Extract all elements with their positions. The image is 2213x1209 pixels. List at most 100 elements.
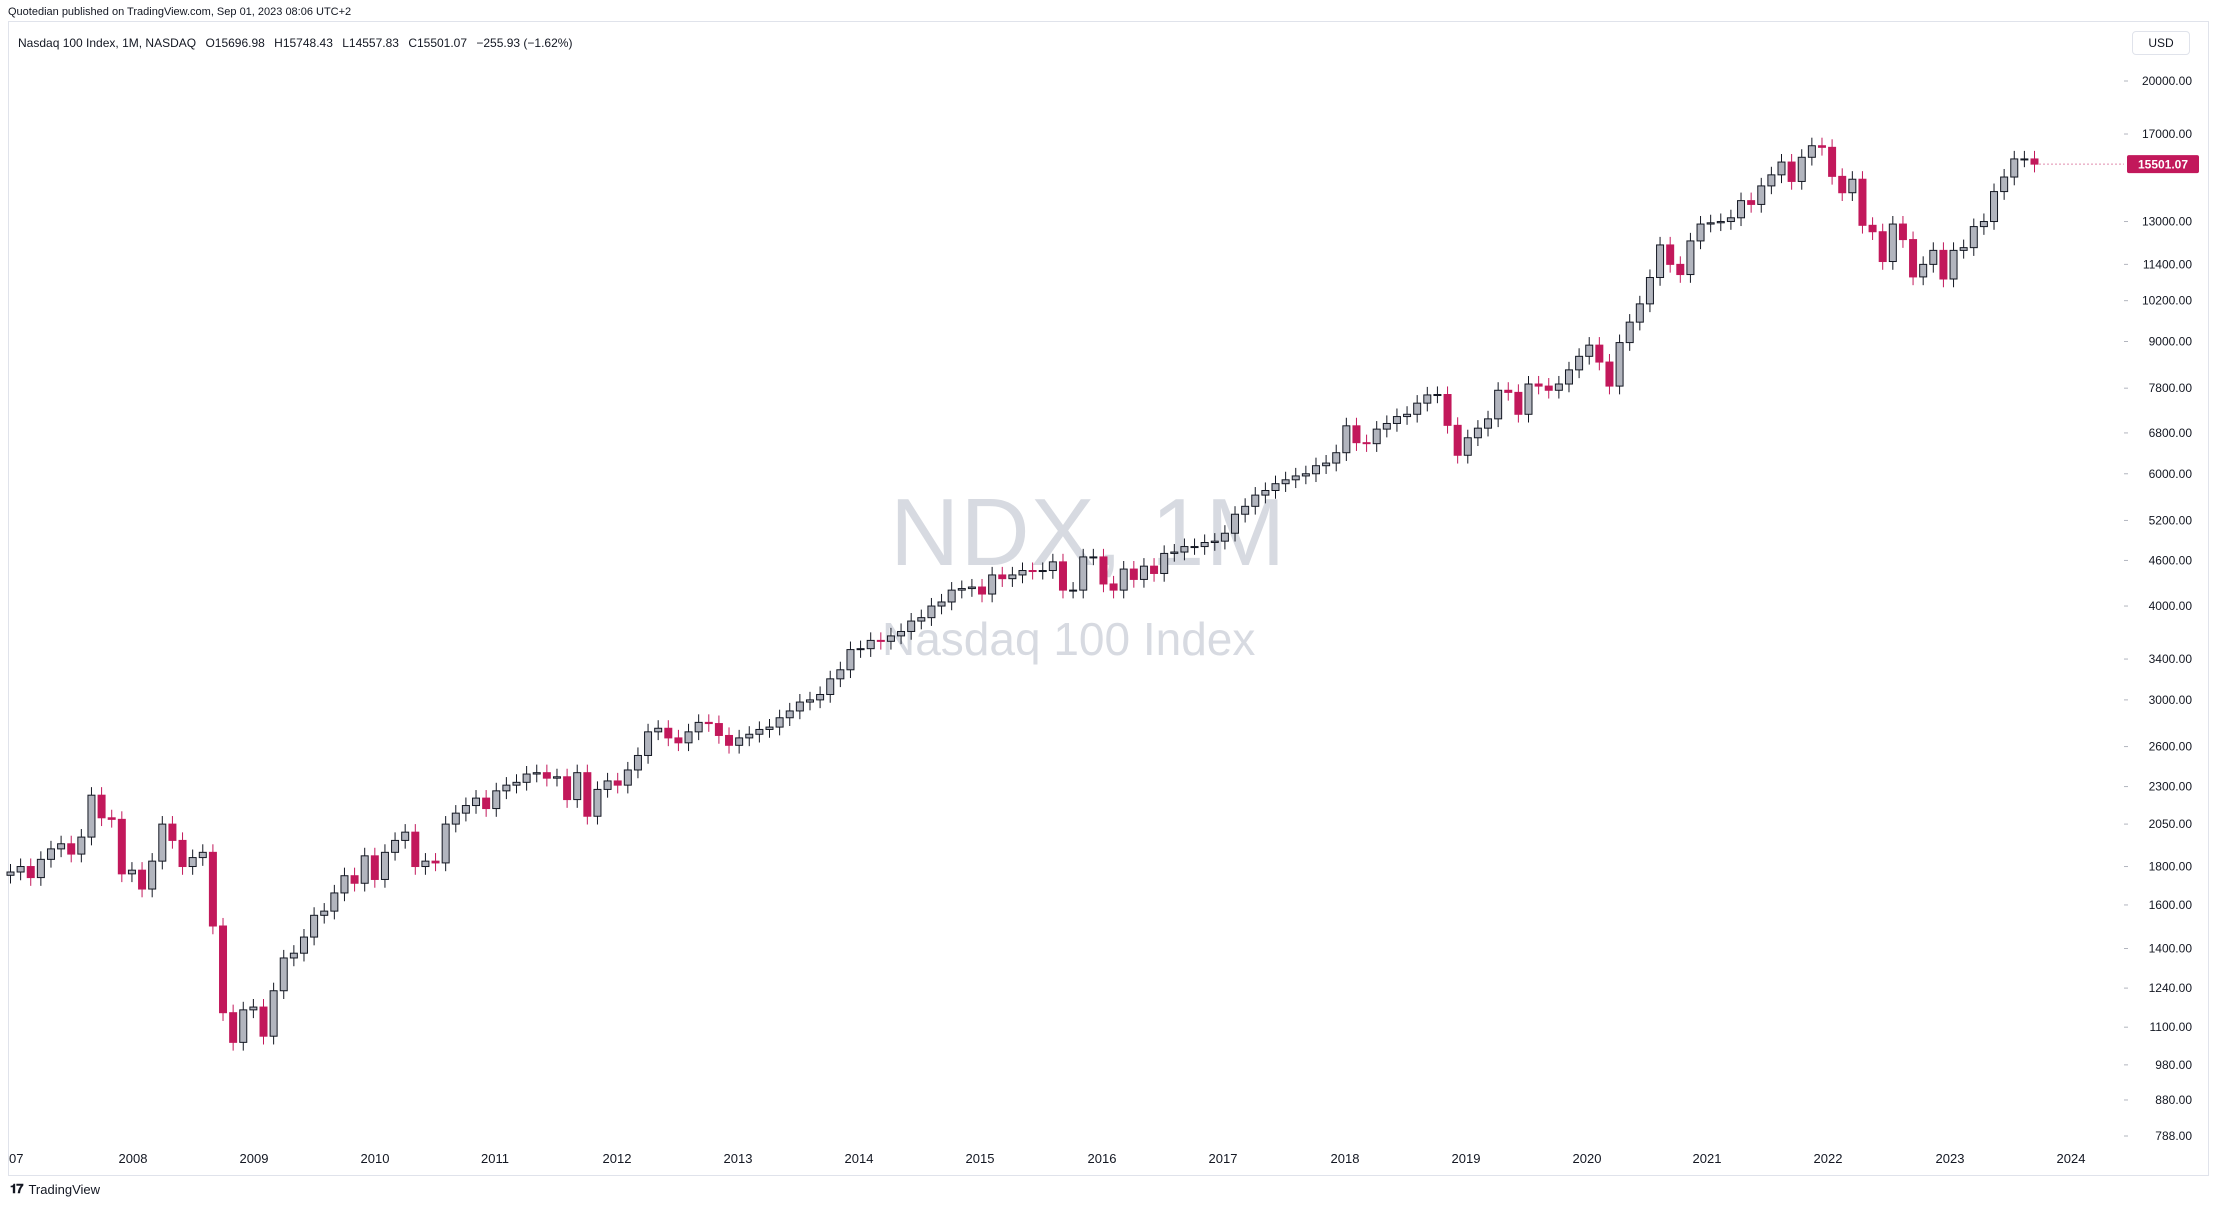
candle-body [1605, 361, 1614, 387]
candles-layer [6, 137, 2039, 1051]
candle-body [502, 784, 511, 792]
candle-body [1575, 355, 1584, 371]
candle-body [320, 910, 329, 916]
candle-body [1332, 452, 1341, 464]
candle-body [1403, 413, 1412, 418]
price-tick-label: 1800.00 [2149, 860, 2193, 874]
candle-body [1838, 175, 1847, 194]
candle-body [391, 839, 400, 853]
candle-body [583, 772, 592, 817]
candle-body [1352, 425, 1361, 444]
candle-body [1099, 556, 1108, 585]
price-tick-label: 880.00 [2155, 1093, 2192, 1107]
candle-body [745, 733, 754, 739]
candle-body [633, 754, 642, 771]
candle-body [1716, 221, 1725, 224]
candle-body [279, 957, 288, 992]
candle-body [330, 892, 339, 912]
candle-body [1666, 244, 1675, 265]
candle-body [1686, 240, 1695, 276]
candle-body [87, 794, 96, 838]
price-tick-label: 6800.00 [2149, 426, 2193, 440]
candle-body [1595, 344, 1604, 363]
candle-body [57, 843, 66, 850]
candle-body [1645, 277, 1654, 305]
candle-body [1726, 217, 1735, 223]
candle-body [1878, 231, 1887, 263]
candle-body [532, 772, 541, 775]
candle-body [1129, 568, 1138, 580]
candle-body [1241, 505, 1250, 515]
candle-body [1635, 303, 1644, 323]
price-tick-label: 2300.00 [2149, 780, 2193, 794]
candle-body [431, 860, 440, 864]
price-tick-label: 980.00 [2155, 1058, 2192, 1072]
time-tick-label: 2011 [481, 1151, 509, 1166]
candle-body [957, 588, 966, 591]
last-price-badge [2127, 155, 2199, 174]
price-tick-label: 4000.00 [2149, 599, 2193, 613]
candle-body [269, 990, 278, 1037]
candle-body [148, 860, 157, 890]
candle-body [1585, 344, 1594, 357]
candle-body [1139, 565, 1148, 580]
price-tick-label: 1240.00 [2149, 981, 2193, 995]
chart-pane[interactable] [8, 21, 2209, 1176]
price-tick-label: 788.00 [2155, 1129, 2192, 1143]
candle-body [755, 728, 764, 735]
candle-body [1787, 161, 1796, 182]
time-tick-label: 2009 [240, 1151, 269, 1166]
footer-brand[interactable]: 𝟏𝟕 TradingView [10, 1181, 100, 1197]
candle-body [1473, 427, 1482, 439]
candle-body [1615, 342, 1624, 387]
candle-body [1696, 223, 1705, 242]
legend-high: H15748.43 [274, 36, 333, 50]
candle-body [208, 851, 217, 927]
candle-body [623, 769, 632, 786]
candle-body [603, 780, 612, 790]
time-tick-label: 2024 [2057, 1151, 2086, 1166]
last-price-label: 15501.07 [2138, 158, 2188, 172]
candle-body [370, 855, 379, 880]
candle-body [482, 797, 491, 810]
candle-body [846, 649, 855, 671]
candle-body [1089, 556, 1098, 559]
time-tick-label: 2017 [1209, 1151, 1238, 1166]
candle-body [2020, 158, 2029, 161]
watermark-symbol: NDX, 1M [890, 479, 1287, 586]
candle-body [1453, 424, 1462, 456]
candle-body [299, 936, 308, 954]
candle-body [1190, 546, 1199, 549]
price-tick-label: 17000.00 [2142, 127, 2192, 141]
candle-body [1322, 462, 1331, 467]
candle-body [714, 723, 723, 736]
time-tick-label: 2020 [1573, 1151, 1602, 1166]
time-tick-label: 2018 [1331, 1151, 1360, 1166]
candle-body [36, 858, 45, 879]
legend-open: O15696.98 [205, 36, 265, 50]
candle-body [77, 836, 86, 855]
time-tick-label: 2012 [603, 1151, 632, 1166]
candle-body [664, 727, 673, 739]
candle-body [866, 639, 875, 650]
candle-body [16, 866, 25, 873]
candle-body [522, 773, 531, 783]
candle-body [897, 630, 906, 637]
time-tick-label: 2016 [1088, 1151, 1117, 1166]
ohlc-legend: Nasdaq 100 Index, 1M, NASDAQ O15696.98 H… [18, 36, 578, 50]
candle-body [542, 772, 551, 779]
candle-body [1311, 465, 1320, 475]
candle-body [1706, 222, 1715, 225]
candle-body [1170, 551, 1179, 554]
candle-body [775, 717, 784, 728]
candle-body [563, 776, 572, 801]
candle-body [1909, 239, 1918, 278]
currency-button[interactable]: USD [2132, 31, 2190, 55]
candle-body [1959, 247, 1968, 251]
candle-body [492, 790, 501, 810]
candle-body [138, 869, 147, 890]
candle-body [2000, 176, 2009, 193]
candle-body [1058, 561, 1067, 591]
time-tick-label: 2021 [1693, 1151, 1722, 1166]
